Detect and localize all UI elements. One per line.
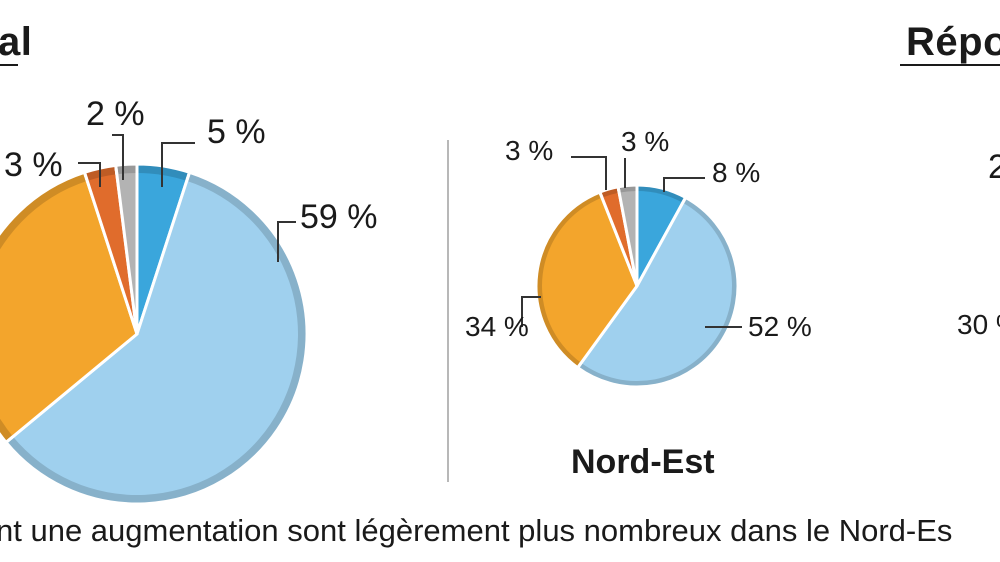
- heading-underline-right: [900, 64, 1000, 66]
- chart-divider: [447, 140, 449, 482]
- right-fragment-label-bottom: 30 %: [957, 309, 1000, 340]
- pie-chart-national: 5 % 59 % 3 % 2 %: [0, 95, 378, 506]
- leader-line: [161, 142, 195, 187]
- slice-label: 34 %: [465, 311, 529, 342]
- slice-separator: [635, 196, 687, 287]
- leader-line: [521, 296, 541, 327]
- slice-separator: [83, 171, 139, 335]
- pie-chart-nord-est: 8 % 52 % 34 % 3 % 3 %: [465, 126, 812, 389]
- slice-label: 3 %: [505, 135, 553, 166]
- slice-separator: [114, 165, 139, 335]
- section-heading-left: al: [0, 20, 33, 64]
- section-heading-right: Répo: [906, 20, 1000, 64]
- pie-slice-face: [0, 180, 137, 437]
- region-label-nord-est: Nord-Est: [571, 443, 715, 481]
- slice-separator: [576, 285, 639, 369]
- right-fragment-label-top: 2: [988, 148, 1000, 186]
- leader-line: [277, 221, 296, 262]
- caption-text: nt une augmentation sont légèrement plus…: [0, 513, 953, 548]
- pie-slice-face: [12, 180, 299, 496]
- slice-separator: [5, 332, 138, 444]
- slice-separator: [616, 186, 639, 287]
- slice-separator: [135, 171, 191, 335]
- slice-label: 8 %: [712, 157, 760, 188]
- slice-label: 3 %: [4, 146, 63, 184]
- slice-separator: [598, 191, 639, 287]
- leader-line: [663, 177, 705, 192]
- pie-slice-face: [581, 202, 732, 382]
- slice-label: 5 %: [207, 113, 266, 151]
- pie-slice-face: [542, 197, 637, 363]
- slice-label: 3 %: [621, 126, 669, 157]
- slice-label: 52 %: [748, 311, 812, 342]
- leader-line: [78, 162, 101, 187]
- heading-underline-left: [0, 64, 18, 66]
- leader-line: [112, 134, 124, 180]
- slice-label: 59 %: [300, 198, 378, 236]
- slice-label: 2 %: [86, 95, 145, 133]
- leader-line: [571, 156, 607, 190]
